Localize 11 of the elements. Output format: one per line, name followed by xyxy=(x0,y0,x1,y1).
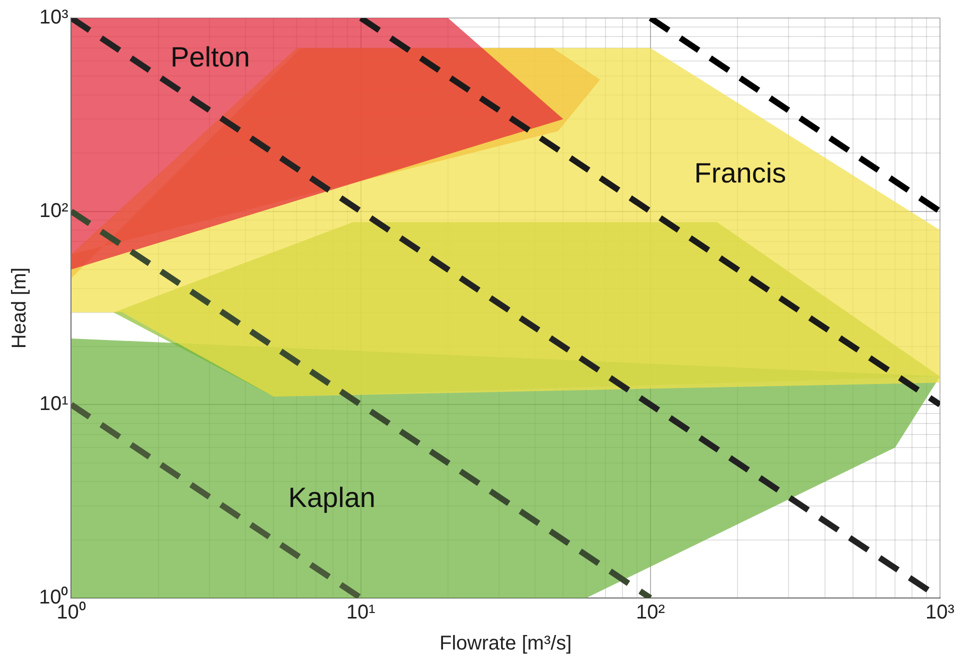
x-tick-label: 10¹ xyxy=(346,602,376,624)
x-tick-label: 10² xyxy=(636,602,666,624)
y-tick-label: 10³ xyxy=(39,6,69,29)
x-axis-title: Flowrate [m³/s] xyxy=(440,632,572,655)
y-axis-title: Head [m] xyxy=(8,267,31,349)
x-tick-label: 10³ xyxy=(926,602,955,624)
series-label: Francis xyxy=(694,157,786,188)
series-label: Kaplan xyxy=(288,482,376,514)
y-tick-label: 10² xyxy=(39,200,69,222)
y-tick-label: 10¹ xyxy=(39,393,69,416)
series-label: Pelton xyxy=(170,41,250,72)
